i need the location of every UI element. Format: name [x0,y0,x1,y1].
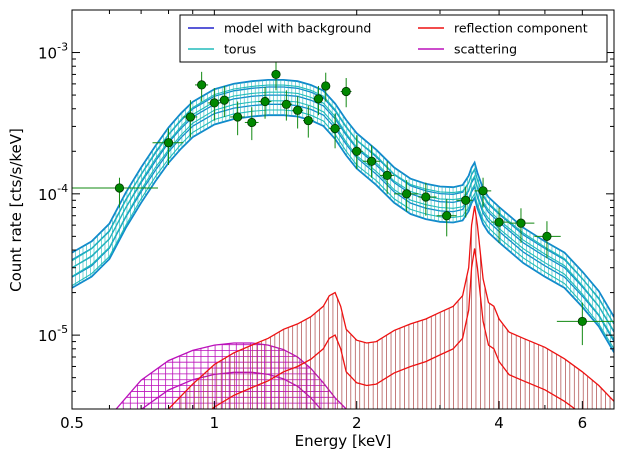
data-point [293,105,303,115]
data-point [542,231,552,241]
model-band [72,79,614,353]
scattering-upper [115,342,347,409]
x-tick-label: 1 [210,414,220,432]
data-point [114,183,125,193]
y-axis-label: Count rate [cts/s/keV] [7,128,25,292]
data-point [185,112,196,122]
legend-label: model with background [224,21,371,36]
x-tick-label: 4 [494,414,504,432]
data-point [516,218,526,228]
data-point [421,192,431,202]
data-point [461,195,471,205]
legend-label: torus [224,42,256,57]
data-point [330,123,340,134]
data-point [219,95,229,105]
data-point [303,115,313,126]
data-point [313,94,324,104]
reflection-lower [211,248,577,409]
chart-marks [72,62,614,409]
scattering-lower [140,371,322,409]
data-point [247,117,257,128]
data-point [233,112,243,122]
x-tick-label: 0.5 [60,414,84,432]
data-point [478,186,488,196]
legend: model with background reflection componen… [179,14,608,63]
model-line [72,79,614,318]
data-point [402,189,412,199]
y-tick-label: 10-3 [38,41,68,63]
data-point [281,99,291,109]
data-point [577,316,587,327]
data-point [209,98,219,108]
legend-label: scattering [454,42,517,57]
x-axis-label: Energy [keV] [295,432,392,450]
data-point [382,170,392,181]
data-point [163,138,174,148]
plot-background [72,10,614,409]
x-tick-label: 6 [578,414,588,432]
data-points [72,62,614,346]
y-tick-label: 10-5 [38,323,68,345]
legend-label: reflection component [454,21,588,36]
data-point [271,69,281,80]
plot-frame [71,9,615,410]
data-point [197,80,207,90]
data-point [341,86,351,97]
reflection-upper [168,205,614,409]
data-point [352,146,362,156]
reflection-band [168,205,614,409]
data-point [260,96,270,107]
legend-box [179,14,608,63]
x-tick-label: 2 [352,414,362,432]
data-point [366,156,377,166]
data-point [494,217,504,227]
data-point [442,211,452,221]
data-point [321,81,331,91]
y-tick-label: 10-4 [38,182,68,204]
